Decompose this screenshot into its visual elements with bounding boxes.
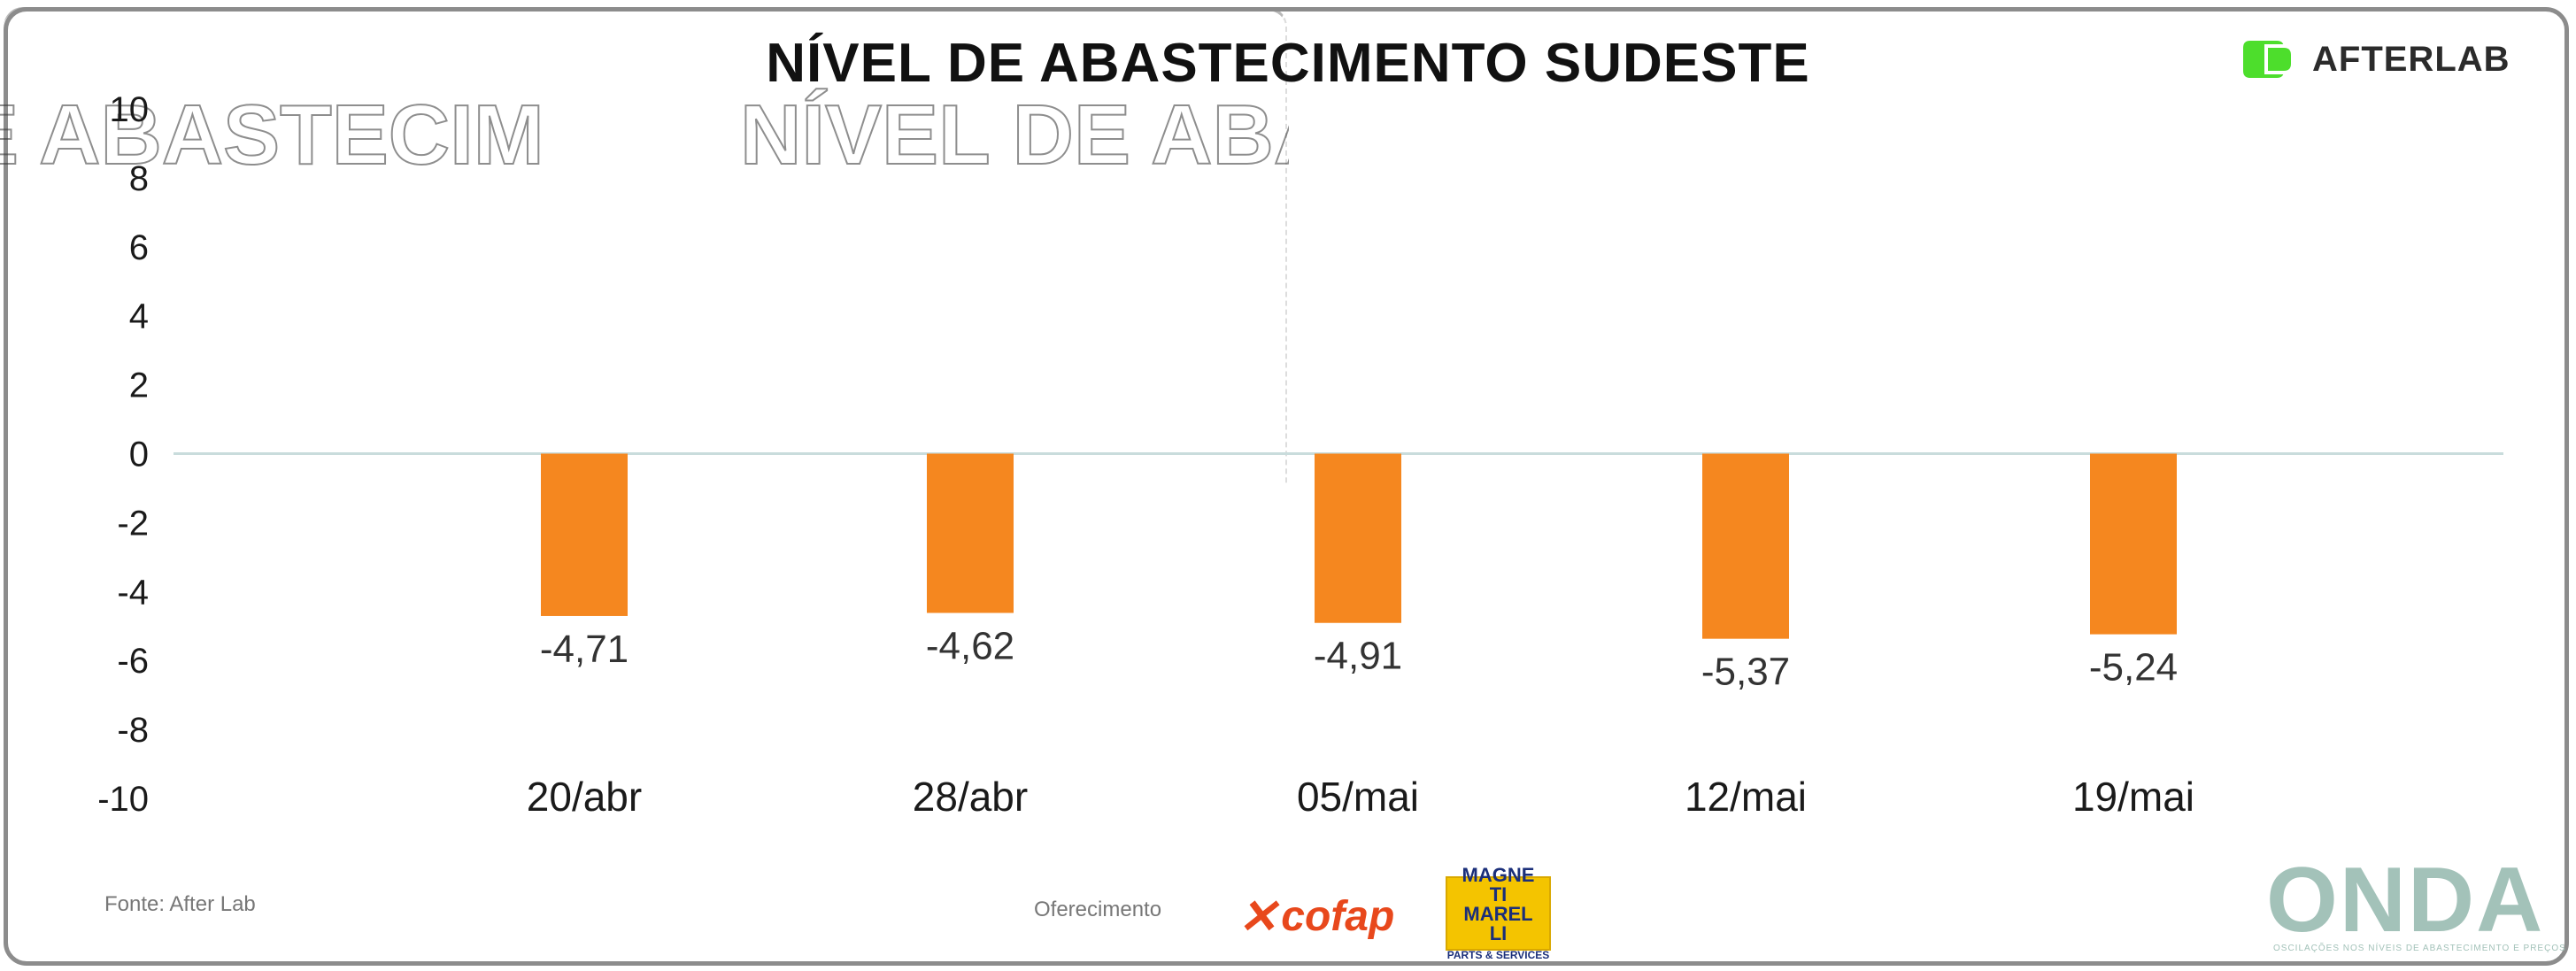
sponsor-label: Oferecimento bbox=[1034, 898, 1162, 921]
magneti-marelli-logo: MAGNETI MARELLI PARTS & SERVICES bbox=[1446, 866, 1551, 961]
afterlab-logo: AFTERLAB bbox=[2241, 35, 2510, 83]
data-label: -5,24 bbox=[2089, 646, 2178, 690]
magneti-marelli-subtitle: PARTS & SERVICES bbox=[1446, 949, 1550, 961]
bar bbox=[927, 453, 1014, 613]
bar bbox=[1702, 453, 1789, 639]
y-tick-label: -4 bbox=[117, 573, 149, 612]
onda-logo: ONDA bbox=[2266, 849, 2545, 952]
y-tick-label: -8 bbox=[117, 711, 149, 750]
y-tick-label: -6 bbox=[117, 642, 149, 681]
bar bbox=[1315, 453, 1401, 623]
x-tick-label: 20/abr bbox=[527, 774, 642, 820]
chart-title: NÍVEL DE ABASTECIMENTO SUDESTE bbox=[766, 33, 1810, 94]
magneti-marelli-logo-text: MAGNETI MARELLI bbox=[1462, 864, 1535, 944]
x-tick-label: 12/mai bbox=[1685, 774, 1807, 820]
ghost-title-left: NÍVEL DE ABASTECIMENTO SUDESTE bbox=[0, 87, 549, 183]
data-label: -5,37 bbox=[1701, 651, 1790, 694]
x-tick-label: 05/mai bbox=[1297, 774, 1419, 820]
data-label: -4,62 bbox=[926, 624, 1014, 667]
data-label: -4,71 bbox=[540, 628, 629, 671]
afterlab-logo-text: AFTERLAB bbox=[2312, 39, 2510, 79]
x-tick-label: 19/mai bbox=[2072, 774, 2194, 820]
y-tick-label: 8 bbox=[129, 159, 149, 198]
bar bbox=[541, 453, 628, 616]
afterlab-logo-icon bbox=[2241, 35, 2303, 83]
ghost-title-center: NÍVEL DE ABASTECIMENTO SUDESTE bbox=[740, 87, 1289, 183]
ghost-frame-artifact bbox=[4, 7, 1287, 485]
y-tick-label: 2 bbox=[129, 366, 149, 405]
y-tick-label: -10 bbox=[97, 780, 149, 819]
bar bbox=[2090, 453, 2177, 635]
onda-tagline: OSCILAÇÕES NOS NÍVEIS DE ABASTECIMENTO E… bbox=[2273, 944, 2566, 953]
source-note: Fonte: After Lab bbox=[104, 892, 256, 916]
y-tick-label: -2 bbox=[117, 504, 149, 543]
data-label: -4,91 bbox=[1314, 635, 1402, 678]
x-tick-label: 28/abr bbox=[913, 774, 1028, 820]
y-tick-label: 0 bbox=[129, 435, 149, 474]
cofap-logo: ✕ cofap bbox=[1238, 889, 1394, 944]
y-tick-label: 4 bbox=[129, 297, 149, 336]
cofap-x-icon: ✕ bbox=[1238, 890, 1278, 944]
y-tick-label: 6 bbox=[129, 228, 149, 267]
cofap-logo-text: cofap bbox=[1281, 893, 1395, 940]
y-tick-label: 10 bbox=[110, 90, 150, 129]
